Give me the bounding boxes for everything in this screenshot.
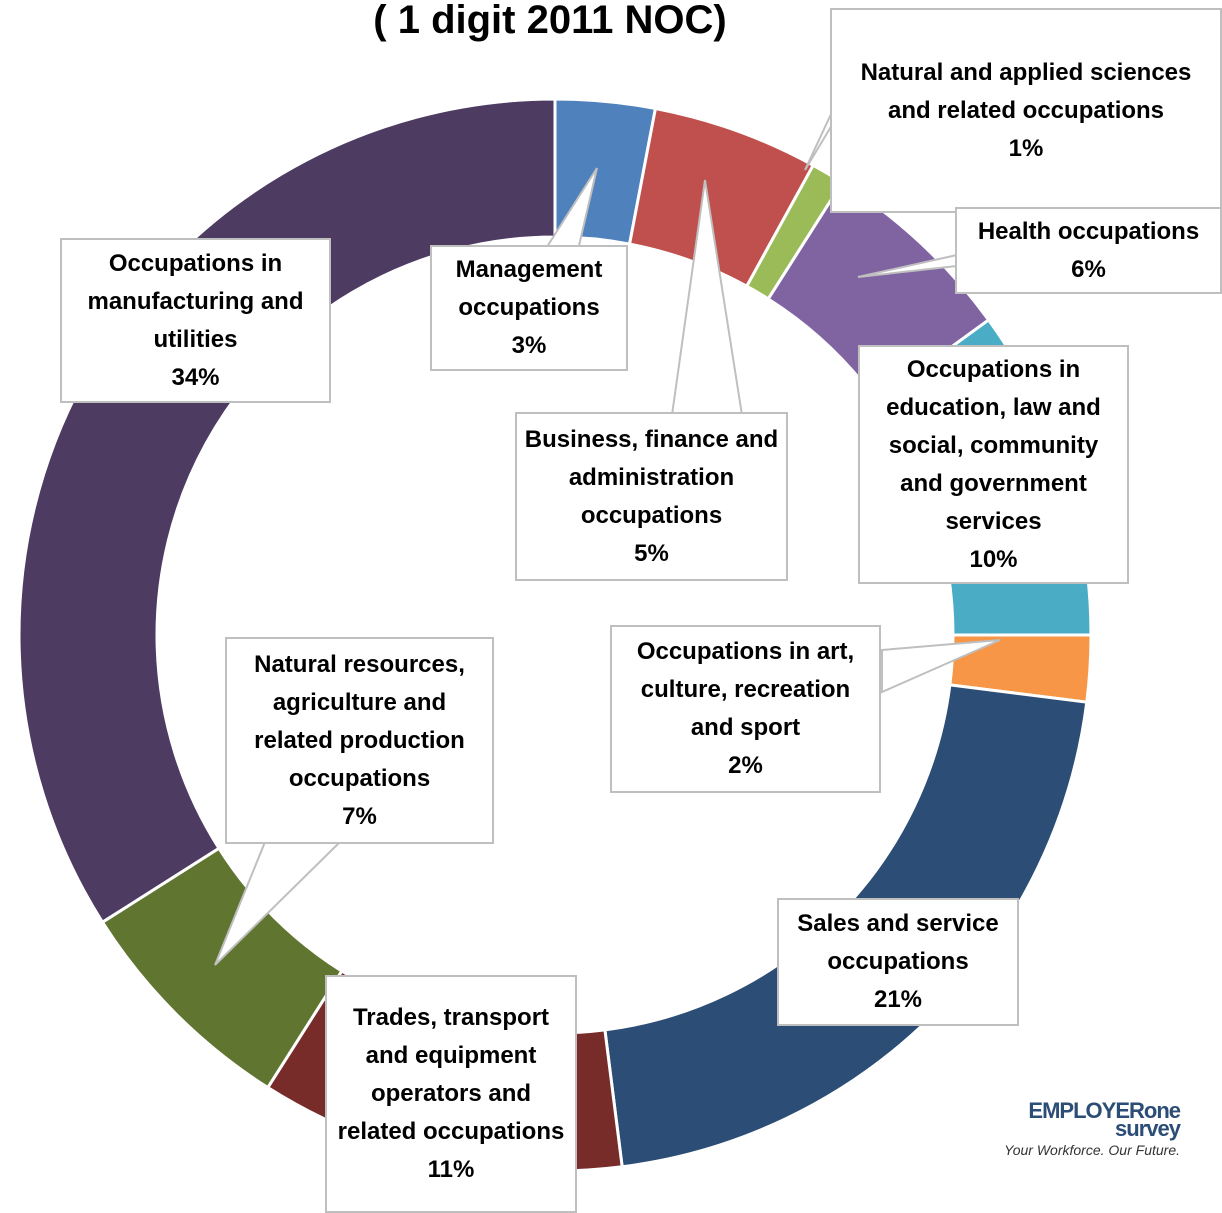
data-label: Occupations in art, culture, recreation … bbox=[610, 625, 881, 793]
pointer bbox=[804, 111, 833, 171]
data-label: Trades, transport and equipment operator… bbox=[325, 975, 577, 1213]
category-name: Occupations in education, law and social… bbox=[886, 355, 1101, 535]
category-name: Management occupations bbox=[455, 256, 603, 321]
data-label: Management occupations 3% bbox=[430, 245, 628, 371]
value-label: 34% bbox=[171, 363, 220, 391]
chart-title: ( 1 digit 2011 NOC) bbox=[373, 0, 727, 42]
data-label: Occupations in manufacturing and utiliti… bbox=[60, 238, 331, 403]
callout-pointers bbox=[214, 111, 1001, 966]
data-label: Business, finance and administration occ… bbox=[515, 412, 788, 581]
pointer bbox=[881, 639, 1001, 694]
value-label: 21% bbox=[873, 986, 923, 1013]
logo-brand: EMPLOYERone bbox=[1028, 1098, 1181, 1123]
logo: EMPLOYERone survey Your Workforce. Our F… bbox=[940, 1098, 1181, 1158]
category-name: Trades, transport and equipment operator… bbox=[337, 1004, 565, 1145]
value-label: 10% bbox=[969, 545, 1018, 573]
logo-sub: survey bbox=[1115, 1116, 1181, 1141]
category-name: Business, finance and administration occ… bbox=[524, 425, 779, 529]
data-label: Occupations in education, law and social… bbox=[858, 345, 1129, 584]
value-label: 3% bbox=[511, 332, 547, 359]
value-label: 5% bbox=[634, 539, 669, 567]
value-label: 2% bbox=[728, 752, 763, 779]
category-name: Health occupations bbox=[977, 217, 1200, 245]
logo-tagline: Your Workforce. Our Future. bbox=[1004, 1142, 1180, 1158]
category-name: Occupations in manufacturing and utiliti… bbox=[87, 249, 304, 353]
data-label: Natural and applied sciences and related… bbox=[830, 8, 1222, 213]
value-label: 11% bbox=[427, 1156, 475, 1183]
value-label: 1% bbox=[1008, 134, 1044, 162]
category-name: Occupations in art, culture, recreation … bbox=[636, 638, 855, 741]
value-label: 7% bbox=[342, 802, 377, 830]
category-name: Natural and applied sciences and related… bbox=[860, 58, 1192, 124]
category-name: Sales and service occupations bbox=[797, 910, 999, 975]
value-label: 6% bbox=[1071, 255, 1106, 283]
data-label: Natural resources, agriculture and relat… bbox=[225, 637, 494, 844]
category-name: Natural resources, agriculture and relat… bbox=[254, 650, 465, 792]
data-label: Sales and service occupations 21% bbox=[777, 898, 1019, 1026]
data-label: Health occupations 6% bbox=[955, 207, 1222, 294]
